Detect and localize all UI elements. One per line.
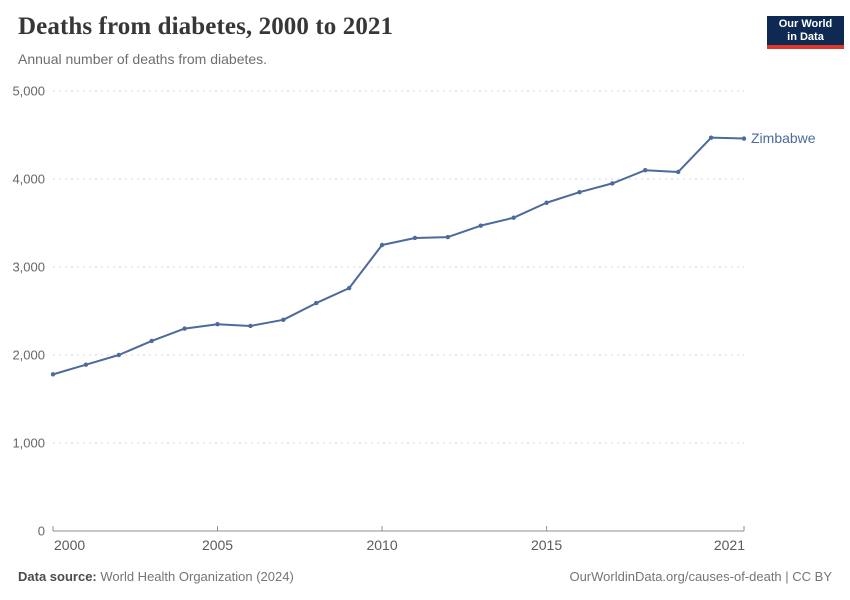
- y-tick-label: 4,000: [12, 172, 45, 187]
- data-point[interactable]: [83, 362, 89, 367]
- data-point[interactable]: [116, 352, 122, 358]
- data-point[interactable]: [478, 223, 483, 228]
- data-point[interactable]: [544, 200, 549, 205]
- data-point[interactable]: [708, 135, 714, 140]
- x-tick-label: 2021: [714, 537, 745, 553]
- owid-logo-line1: Our World: [778, 17, 833, 30]
- series-label[interactable]: Zimbabwe: [751, 130, 816, 146]
- data-point[interactable]: [577, 190, 582, 195]
- data-point[interactable]: [215, 322, 220, 327]
- data-point[interactable]: [248, 323, 253, 329]
- y-tick-label: 0: [38, 524, 45, 539]
- data-point[interactable]: [281, 317, 286, 322]
- y-tick-label: 5,000: [12, 84, 45, 99]
- data-point[interactable]: [445, 234, 451, 240]
- x-tick-label: 2010: [366, 537, 397, 553]
- data-point[interactable]: [182, 326, 187, 331]
- x-tick-label: 2015: [531, 537, 562, 553]
- data-point[interactable]: [346, 285, 352, 291]
- series-line[interactable]: [52, 136, 745, 376]
- page-title: Deaths from diabetes, 2000 to 2021: [18, 13, 394, 40]
- y-tick-label: 3,000: [12, 260, 45, 275]
- data-point[interactable]: [741, 136, 747, 141]
- data-point[interactable]: [675, 169, 681, 175]
- x-tick-label: 2000: [54, 537, 85, 553]
- y-tick-label: 2,000: [12, 348, 45, 363]
- data-point[interactable]: [50, 372, 56, 377]
- y-tick-label: 1,000: [12, 436, 45, 451]
- data-point[interactable]: [314, 300, 319, 306]
- data-point[interactable]: [412, 235, 418, 241]
- line-chart[interactable]: 0 1,000 2,000 3,000 4,000 5,000 2000 2005 2010 20…: [0, 0, 850, 560]
- data-source-value: World Health Organization (2024): [96, 569, 294, 584]
- data-point[interactable]: [149, 338, 154, 344]
- chart-subtitle: Annual number of deaths from diabetes.: [18, 51, 268, 67]
- data-point[interactable]: [643, 168, 648, 173]
- data-point[interactable]: [610, 181, 615, 186]
- data-point[interactable]: [511, 215, 516, 220]
- owid-logo[interactable]: Our World in Data: [767, 16, 844, 49]
- x-tick-label: 2005: [202, 537, 233, 553]
- data-source-label: Data source:: [18, 569, 97, 584]
- data-source-note: Data source: World Health Organization (…: [18, 569, 294, 584]
- owid-link[interactable]: OurWorldinData.org/causes-of-death | CC …: [569, 569, 832, 584]
- data-point[interactable]: [379, 242, 385, 248]
- owid-logo-line2: in Data: [787, 30, 824, 43]
